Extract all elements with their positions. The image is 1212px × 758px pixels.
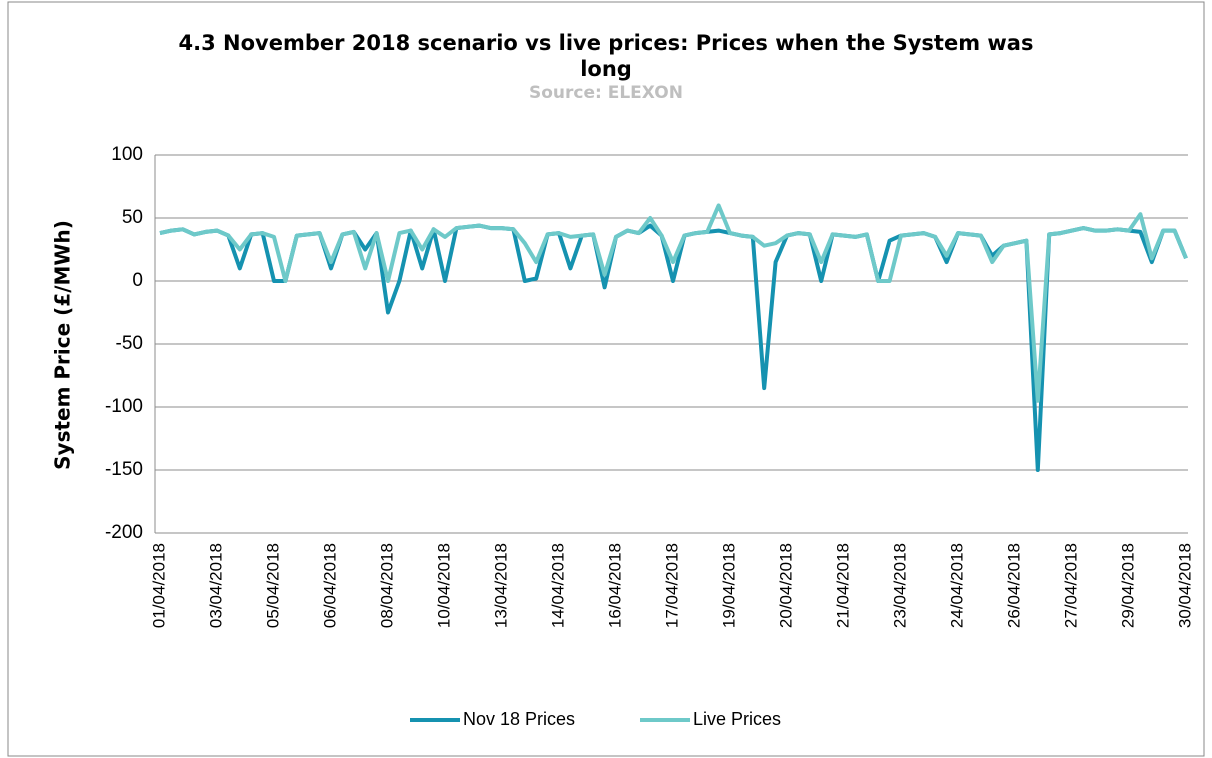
x-tick-label: 03/04/2018 bbox=[206, 543, 225, 628]
x-tick-label: 24/04/2018 bbox=[947, 543, 966, 628]
x-tick-label: 01/04/2018 bbox=[149, 543, 168, 628]
y-tick-label: -200 bbox=[105, 522, 143, 543]
chart-border bbox=[7, 1, 1205, 757]
x-tick-label: 10/04/2018 bbox=[434, 543, 453, 628]
x-tick-label: 20/04/2018 bbox=[776, 543, 795, 628]
x-tick-label: 27/04/2018 bbox=[1061, 543, 1080, 628]
y-tick-label: -150 bbox=[105, 459, 143, 480]
chart-title: 4.3 November 2018 scenario vs live price… bbox=[178, 31, 1034, 81]
x-tick-label: 29/04/2018 bbox=[1118, 543, 1137, 628]
chart-subtitle: Source: ELEXON bbox=[529, 83, 683, 103]
legend-label: Live Prices bbox=[693, 709, 781, 729]
x-tick-label: 06/04/2018 bbox=[320, 543, 339, 628]
y-tick-label: -100 bbox=[105, 396, 143, 417]
x-tick-label: 21/04/2018 bbox=[833, 543, 852, 628]
x-tick-label: 23/04/2018 bbox=[890, 543, 909, 628]
y-tick-label: -50 bbox=[116, 333, 143, 354]
x-tick-label: 30/04/2018 bbox=[1175, 543, 1194, 628]
legend-label: Nov 18 Prices bbox=[463, 709, 575, 729]
x-tick-label: 16/04/2018 bbox=[605, 543, 624, 628]
x-tick-label: 19/04/2018 bbox=[719, 543, 738, 628]
x-tick-label: 26/04/2018 bbox=[1004, 543, 1023, 628]
y-tick-label: 100 bbox=[111, 144, 143, 165]
y-axis-label: System Price (£/MWh) bbox=[51, 220, 75, 470]
y-tick-label: 50 bbox=[122, 207, 143, 228]
series-line bbox=[159, 203, 1188, 403]
x-tick-label: 17/04/2018 bbox=[662, 543, 681, 628]
x-tick-label: 05/04/2018 bbox=[263, 543, 282, 628]
x-tick-label: 14/04/2018 bbox=[548, 543, 567, 628]
y-tick-label: 0 bbox=[132, 270, 143, 291]
x-tick-label: 13/04/2018 bbox=[491, 543, 510, 628]
x-tick-label: 08/04/2018 bbox=[377, 543, 396, 628]
